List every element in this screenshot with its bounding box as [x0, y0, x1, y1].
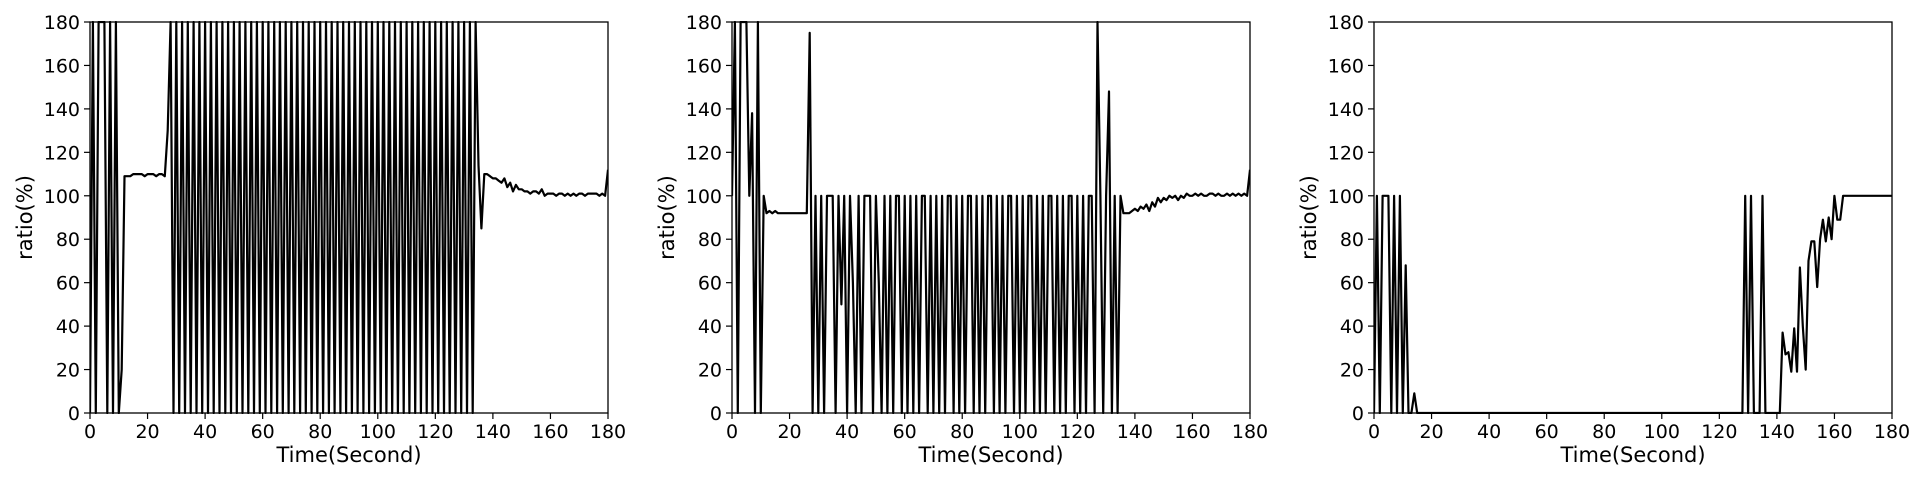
- y-tick-label: 100: [686, 186, 722, 208]
- y-tick-label: 140: [44, 99, 80, 121]
- x-tick-label: 60: [1535, 421, 1559, 443]
- y-tick-label: 160: [44, 55, 80, 77]
- x-tick-label: 40: [835, 421, 859, 443]
- x-tick-label: 60: [893, 421, 917, 443]
- x-tick-label: 160: [532, 421, 568, 443]
- x-tick-label: 40: [1477, 421, 1501, 443]
- x-tick-label: 180: [1874, 421, 1910, 443]
- y-tick-label: 20: [56, 360, 80, 382]
- y-tick-label: 0: [1352, 403, 1364, 425]
- x-axis-label: Time(Second): [1559, 443, 1705, 467]
- y-tick-label: 120: [1328, 142, 1364, 164]
- y-tick-label: 120: [686, 142, 722, 164]
- x-tick-label: 80: [950, 421, 974, 443]
- y-tick-label: 180: [44, 12, 80, 34]
- y-tick-label: 20: [1340, 360, 1364, 382]
- y-tick-label: 80: [56, 229, 80, 251]
- y-tick-label: 0: [68, 403, 80, 425]
- y-tick-label: 60: [1340, 273, 1364, 295]
- x-tick-label: 120: [1701, 421, 1737, 443]
- x-tick-label: 0: [84, 421, 96, 443]
- x-tick-label: 0: [726, 421, 738, 443]
- y-tick-label: 40: [698, 316, 722, 338]
- data-line: [1374, 194, 1892, 414]
- y-tick-label: 80: [698, 229, 722, 251]
- plot-frame: [731, 21, 1251, 414]
- data-line: [732, 21, 1250, 414]
- plot-frame: [1373, 21, 1893, 414]
- x-tick-label: 80: [1592, 421, 1616, 443]
- x-axis-label: Time(Second): [917, 443, 1063, 467]
- x-tick-label: 120: [417, 421, 453, 443]
- x-tick-label: 20: [135, 421, 159, 443]
- x-tick-label: 80: [308, 421, 332, 443]
- y-tick-label: 160: [1328, 55, 1364, 77]
- y-tick-label: 160: [686, 55, 722, 77]
- y-tick-label: 20: [698, 360, 722, 382]
- y-tick-label: 120: [44, 142, 80, 164]
- y-axis-label: ratio(%): [655, 175, 679, 260]
- x-tick-label: 100: [1644, 421, 1680, 443]
- y-tick-label: 140: [1328, 99, 1364, 121]
- x-tick-label: 120: [1059, 421, 1095, 443]
- y-tick-label: 180: [1328, 12, 1364, 34]
- y-tick-label: 60: [698, 273, 722, 295]
- x-axis-label: Time(Second): [275, 443, 421, 467]
- y-axis-label: ratio(%): [1297, 175, 1321, 260]
- y-tick-label: 40: [1340, 316, 1364, 338]
- x-tick-label: 160: [1816, 421, 1852, 443]
- x-tick-label: 140: [1759, 421, 1795, 443]
- x-tick-label: 160: [1174, 421, 1210, 443]
- x-tick-label: 20: [1419, 421, 1443, 443]
- x-tick-label: 100: [1002, 421, 1038, 443]
- y-axis-label: ratio(%): [13, 175, 37, 260]
- y-tick-label: 60: [56, 273, 80, 295]
- y-tick-label: 180: [686, 12, 722, 34]
- data-line: [90, 21, 608, 414]
- x-tick-label: 180: [1232, 421, 1268, 443]
- y-tick-label: 140: [686, 99, 722, 121]
- x-tick-label: 140: [475, 421, 511, 443]
- y-tick-label: 40: [56, 316, 80, 338]
- x-tick-label: 0: [1368, 421, 1380, 443]
- y-tick-label: 100: [44, 186, 80, 208]
- y-tick-label: 80: [1340, 229, 1364, 251]
- y-tick-label: 0: [710, 403, 722, 425]
- x-tick-label: 20: [777, 421, 801, 443]
- y-tick-label: 100: [1328, 186, 1364, 208]
- chart-panel-1: 0 20 40 60 80 100 120 140 160 180 0 20 40 60 80 100 120 1…: [13, 12, 626, 467]
- x-tick-label: 100: [360, 421, 396, 443]
- chart-panel-2: 0 20 40 60 80 100 120 140 160 180 0 20 40 60 80 100 120 1…: [655, 12, 1268, 467]
- x-tick-label: 40: [193, 421, 217, 443]
- chart-panel-3: 0 20 40 60 80 100 120 140 160 180 0 20 40 60 80 100 120 1…: [1297, 12, 1910, 467]
- x-tick-label: 60: [251, 421, 275, 443]
- x-tick-label: 180: [590, 421, 626, 443]
- x-tick-label: 140: [1117, 421, 1153, 443]
- plot-frame: [89, 21, 609, 414]
